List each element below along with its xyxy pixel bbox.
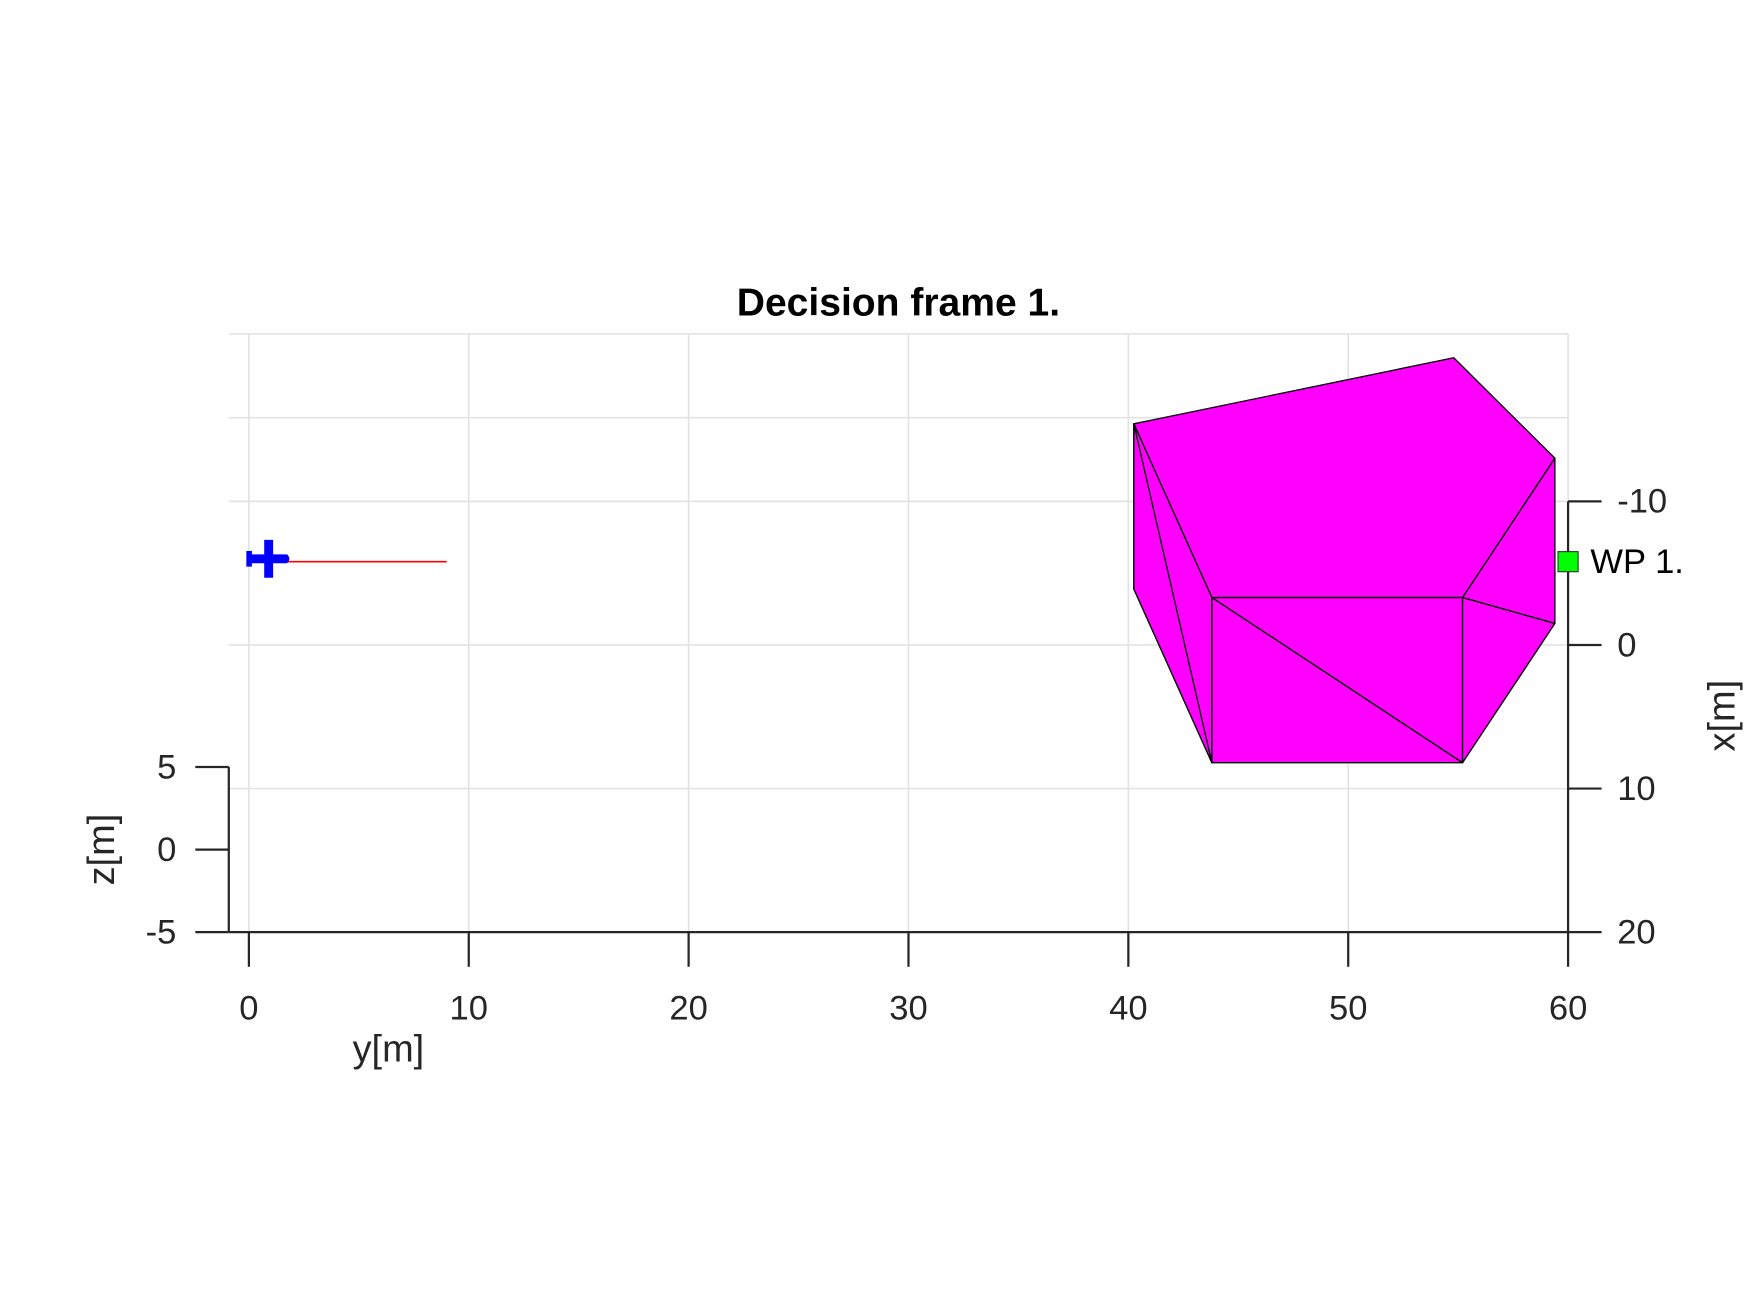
chart-title: Decision frame 1. — [737, 281, 1060, 324]
z-tick-label: 5 — [157, 748, 176, 786]
y-tick-label: 60 — [1549, 989, 1587, 1027]
y-tick-label: 10 — [450, 989, 488, 1027]
y-tick-label: 0 — [239, 989, 258, 1027]
x-tick-label: 0 — [1617, 626, 1636, 664]
z-tick-label: 0 — [157, 831, 176, 869]
y-axis-label: y[m] — [353, 1029, 425, 1071]
z-axis-label: z[m] — [81, 814, 123, 886]
y-tick-label: 30 — [889, 989, 927, 1027]
waypoint-label: WP 1. — [1590, 543, 1684, 581]
z-tick-label: -5 — [146, 914, 177, 952]
obstacle-face — [1461, 596, 1556, 764]
aircraft — [246, 539, 290, 578]
y-tick-label: 50 — [1329, 989, 1367, 1027]
obstacle-face — [1211, 596, 1464, 764]
x-axis-label: x[m] — [1701, 680, 1743, 752]
waypoint — [1557, 551, 1579, 573]
x-tick-label: 10 — [1617, 770, 1655, 808]
y-tick-label: 20 — [669, 989, 707, 1027]
y-tick-label: 40 — [1109, 989, 1147, 1027]
obstacle-face — [1133, 423, 1213, 764]
x-tick-label: -10 — [1617, 483, 1667, 521]
x-tick-label: 20 — [1617, 914, 1655, 952]
